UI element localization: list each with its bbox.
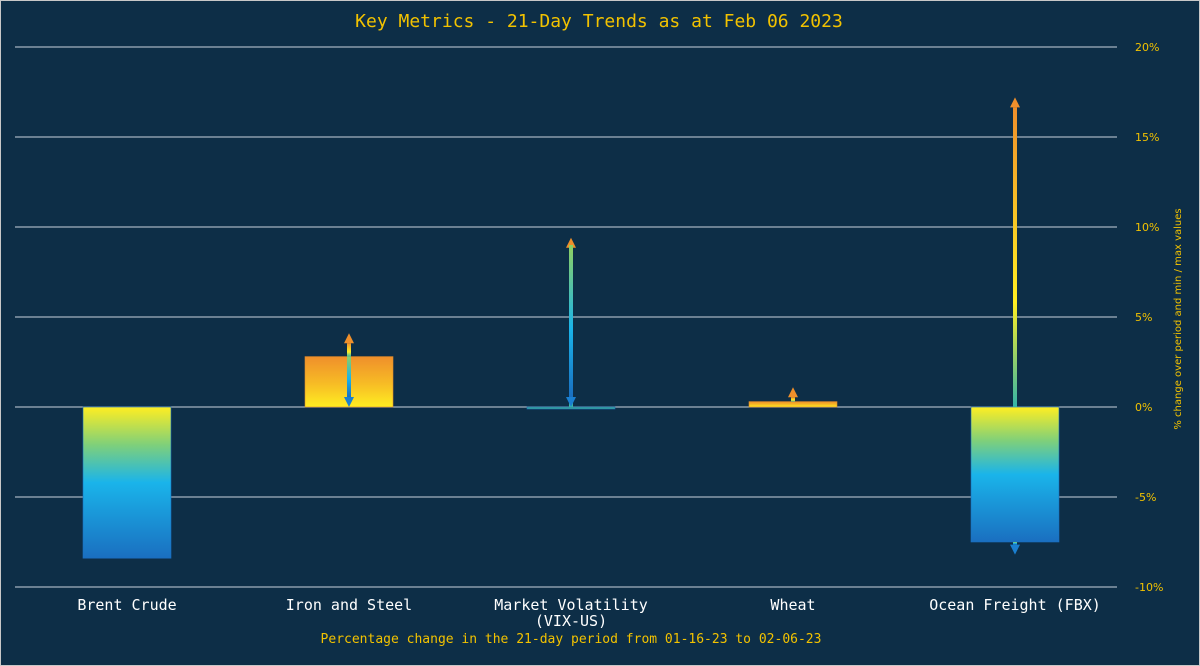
range-arrow-shaft xyxy=(791,397,795,402)
category-label: Brent Crude xyxy=(77,596,176,614)
y-tick-label: 10% xyxy=(1135,221,1159,234)
category-label: Ocean Freight (FBX) xyxy=(929,596,1101,614)
category-label: Iron and Steel xyxy=(286,596,412,614)
category-label: (VIX-US) xyxy=(535,612,607,630)
range-arrow-head xyxy=(566,237,576,248)
y-tick-label: 5% xyxy=(1135,311,1152,324)
y-tick-label: -10% xyxy=(1135,581,1163,594)
bar xyxy=(748,401,838,408)
range-arrow-shaft xyxy=(1013,107,1017,408)
y-tick-label: 20% xyxy=(1135,41,1159,54)
bar xyxy=(82,406,172,559)
x-axis-title: Percentage change in the 21-day period f… xyxy=(321,632,822,647)
category-label: Wheat xyxy=(770,596,815,614)
grid xyxy=(15,46,1117,588)
y-tick-label: 0% xyxy=(1135,401,1152,414)
range-arrow-shaft xyxy=(569,245,573,397)
y-tick-label: 15% xyxy=(1135,131,1159,144)
y-axis-title: % change over period and min / max value… xyxy=(1173,208,1184,429)
bar xyxy=(970,406,1060,543)
range-arrow-head xyxy=(1010,97,1020,108)
range-arrow-shaft xyxy=(347,356,351,397)
y-axis-ticks: -10% -5% 0% 5% 10% 15% 20% xyxy=(1135,41,1163,594)
range-arrows xyxy=(344,97,1020,555)
chart-title: Key Metrics - 21-Day Trends as at Feb 06… xyxy=(355,11,843,32)
range-arrow-head xyxy=(1010,544,1020,555)
range-arrow-shaft xyxy=(347,343,351,357)
y-tick-label: -5% xyxy=(1135,491,1156,504)
x-axis-categories: Brent Crude Iron and Steel Market Volatili… xyxy=(77,596,1100,630)
range-arrow-head xyxy=(788,387,798,398)
range-arrow-head xyxy=(344,333,354,344)
bar xyxy=(526,406,616,410)
range-arrow-head xyxy=(344,397,354,407)
range-arrow-head xyxy=(566,397,576,407)
range-arrow-shaft xyxy=(1013,542,1017,545)
category-label: Market Volatility xyxy=(494,596,648,614)
